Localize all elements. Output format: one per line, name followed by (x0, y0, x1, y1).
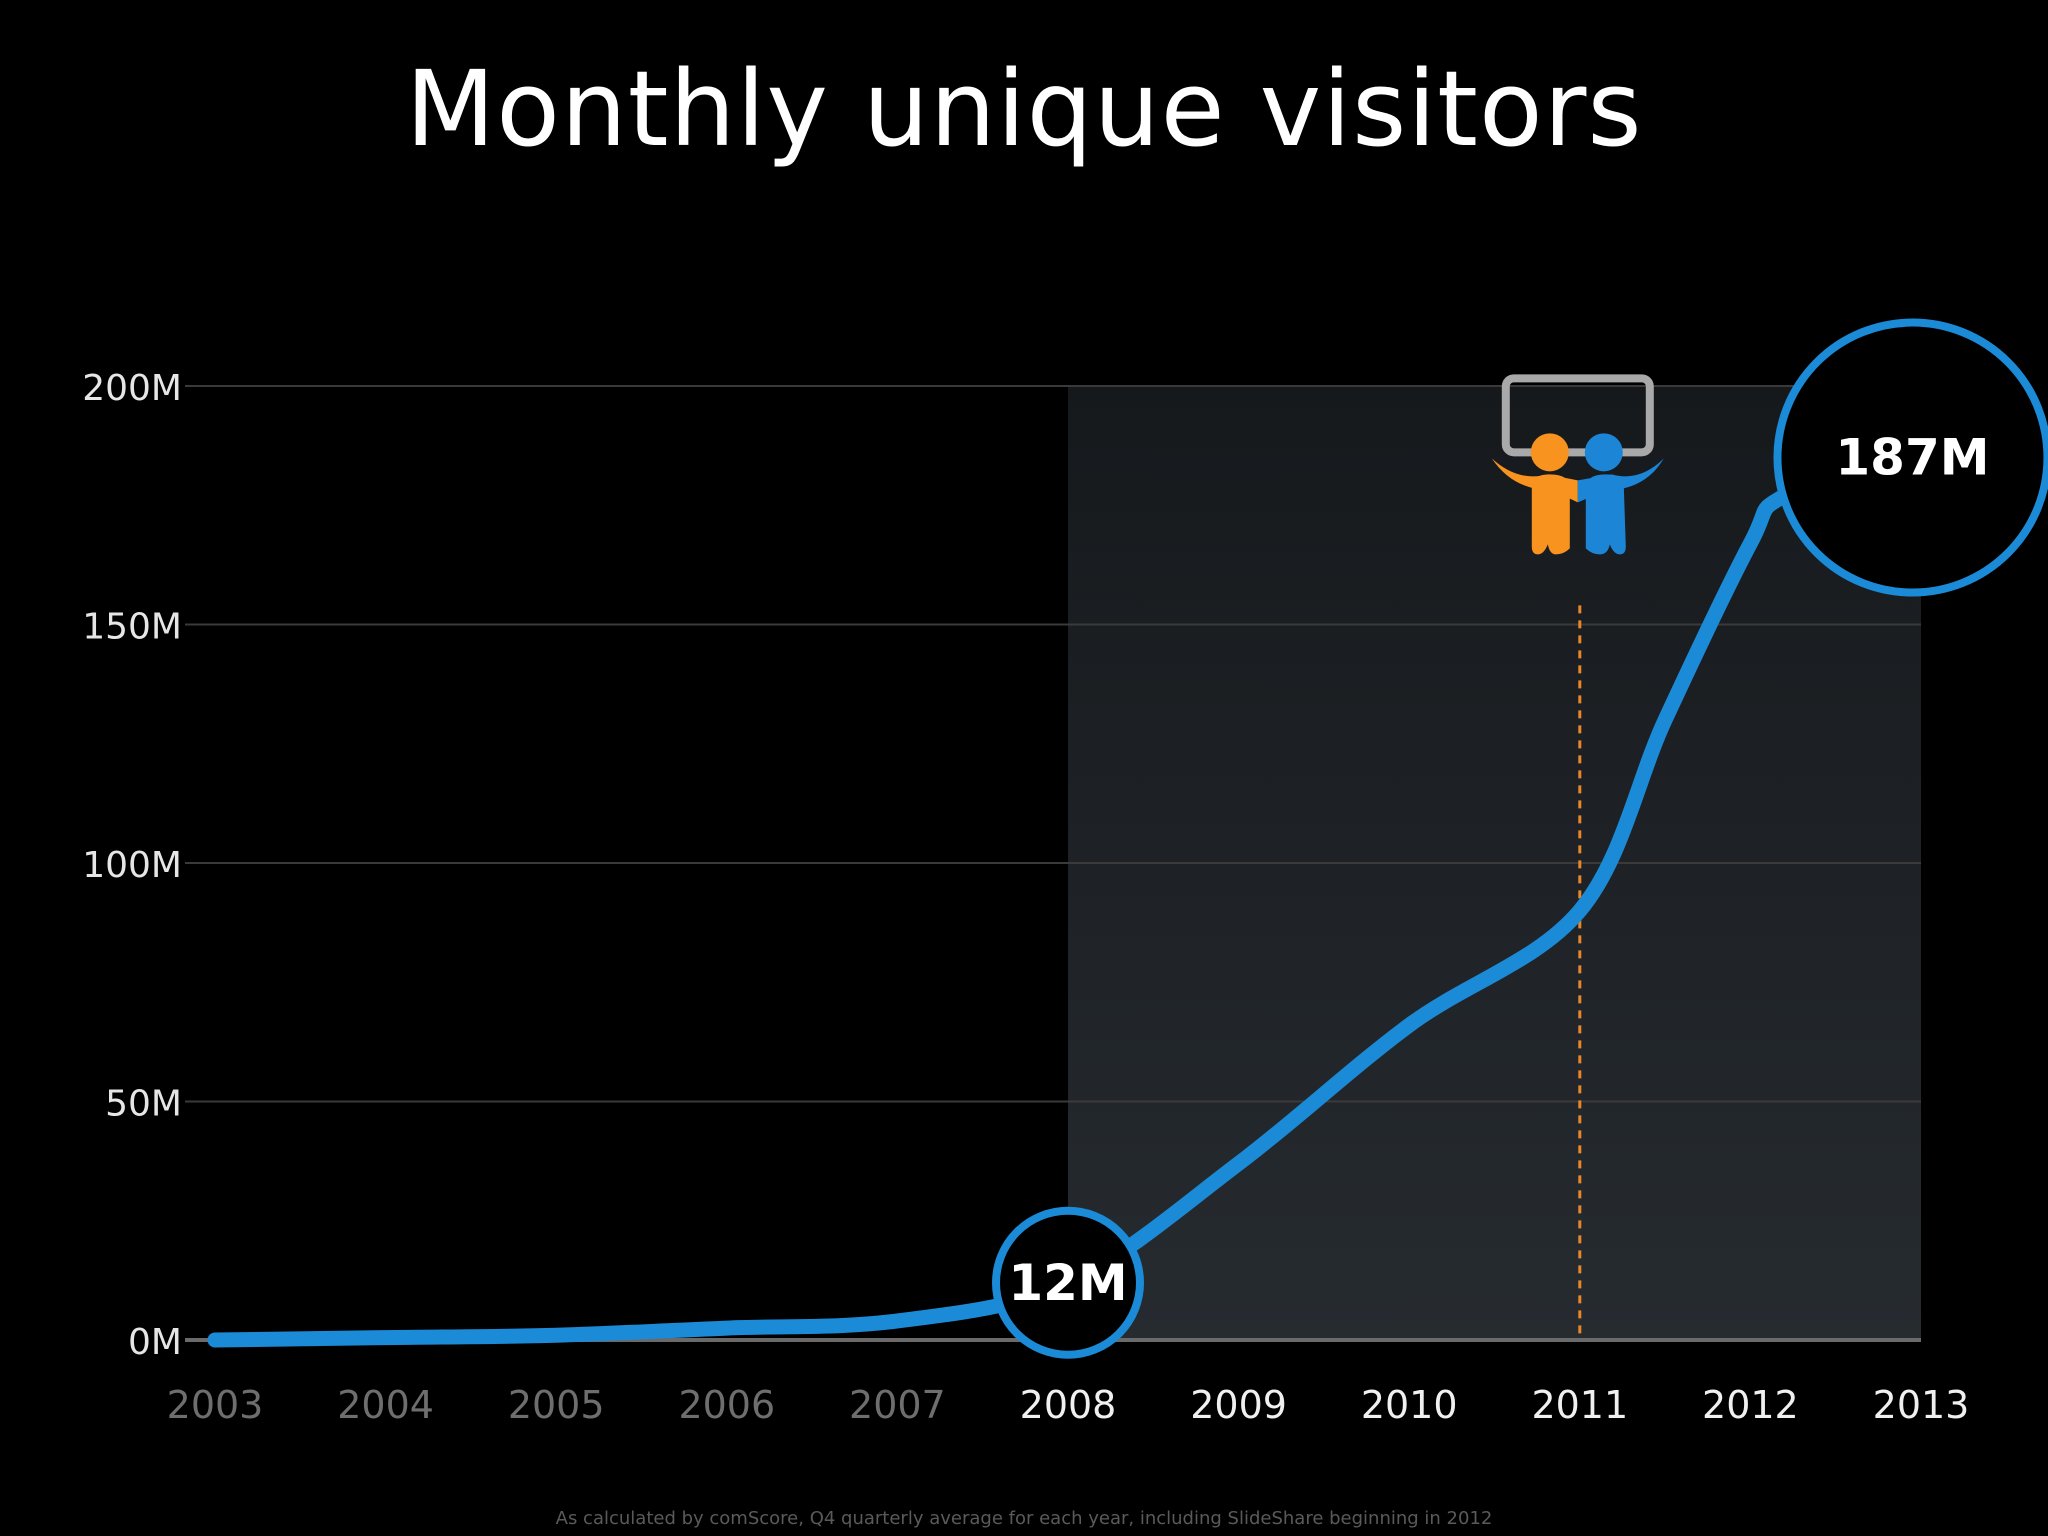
annotation-label: 12M (1008, 1254, 1127, 1312)
x-tick-label: 2006 (678, 1383, 775, 1427)
annotation-circle (992, 1206, 1144, 1359)
x-tick-label: 2013 (1873, 1383, 1970, 1427)
x-tick-label: 2009 (1190, 1383, 1287, 1427)
y-axis-ticks: 0M 50M 100M 150M 200M (82, 368, 182, 1363)
y-tick-label: 100M (82, 845, 182, 886)
y-tick-label: 200M (82, 368, 182, 409)
series-line-monthly-unique-visitors (207, 440, 1929, 1348)
annotation-circle (1773, 318, 2048, 597)
y-tick-label: 150M (82, 607, 182, 648)
x-tick-label: 2008 (1020, 1383, 1117, 1427)
y-tick-label: 0M (128, 1322, 182, 1363)
annotations: 12M 187M (992, 318, 2048, 1359)
x-axis-ticks: 2003 2004 2005 2006 2007 2008 2009 2010 2011 2012… (167, 1383, 1970, 1427)
footnote: As calculated by comScore, Q4 quarterly … (555, 1508, 1493, 1529)
annotation-label: 187M (1835, 429, 1989, 487)
x-tick-label: 2011 (1531, 1383, 1628, 1427)
chart-title: Monthly unique visitors (405, 48, 1643, 170)
y-tick-label: 50M (105, 1084, 182, 1125)
x-tick-label: 2010 (1361, 1383, 1458, 1427)
slideshare-logo-icon (1491, 374, 1664, 555)
x-tick-label: 2005 (508, 1383, 605, 1427)
x-tick-label: 2003 (167, 1383, 264, 1427)
x-tick-label: 2007 (849, 1383, 946, 1427)
x-tick-label: 2012 (1702, 1383, 1799, 1427)
x-tick-label: 2004 (337, 1383, 434, 1427)
